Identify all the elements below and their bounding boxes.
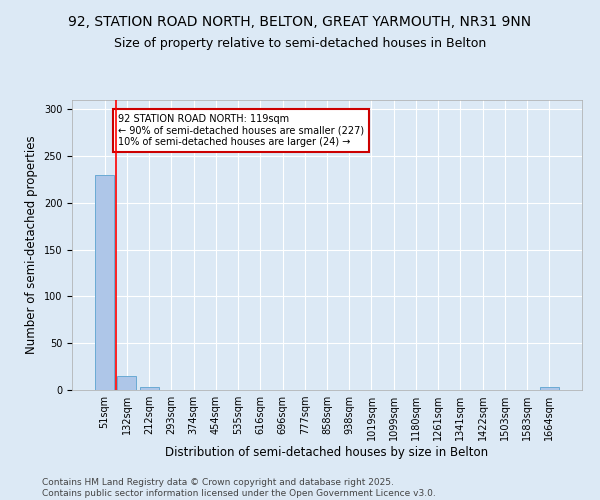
Text: 92, STATION ROAD NORTH, BELTON, GREAT YARMOUTH, NR31 9NN: 92, STATION ROAD NORTH, BELTON, GREAT YA… <box>68 15 532 29</box>
Bar <box>95 175 114 390</box>
Bar <box>540 387 559 390</box>
Text: 92 STATION ROAD NORTH: 119sqm
← 90% of semi-detached houses are smaller (227)
10: 92 STATION ROAD NORTH: 119sqm ← 90% of s… <box>118 114 364 147</box>
Y-axis label: Number of semi-detached properties: Number of semi-detached properties <box>25 136 38 354</box>
X-axis label: Distribution of semi-detached houses by size in Belton: Distribution of semi-detached houses by … <box>166 446 488 459</box>
Bar <box>118 376 136 390</box>
Text: Size of property relative to semi-detached houses in Belton: Size of property relative to semi-detach… <box>114 38 486 51</box>
Text: Contains HM Land Registry data © Crown copyright and database right 2025.
Contai: Contains HM Land Registry data © Crown c… <box>42 478 436 498</box>
Bar <box>140 387 158 390</box>
